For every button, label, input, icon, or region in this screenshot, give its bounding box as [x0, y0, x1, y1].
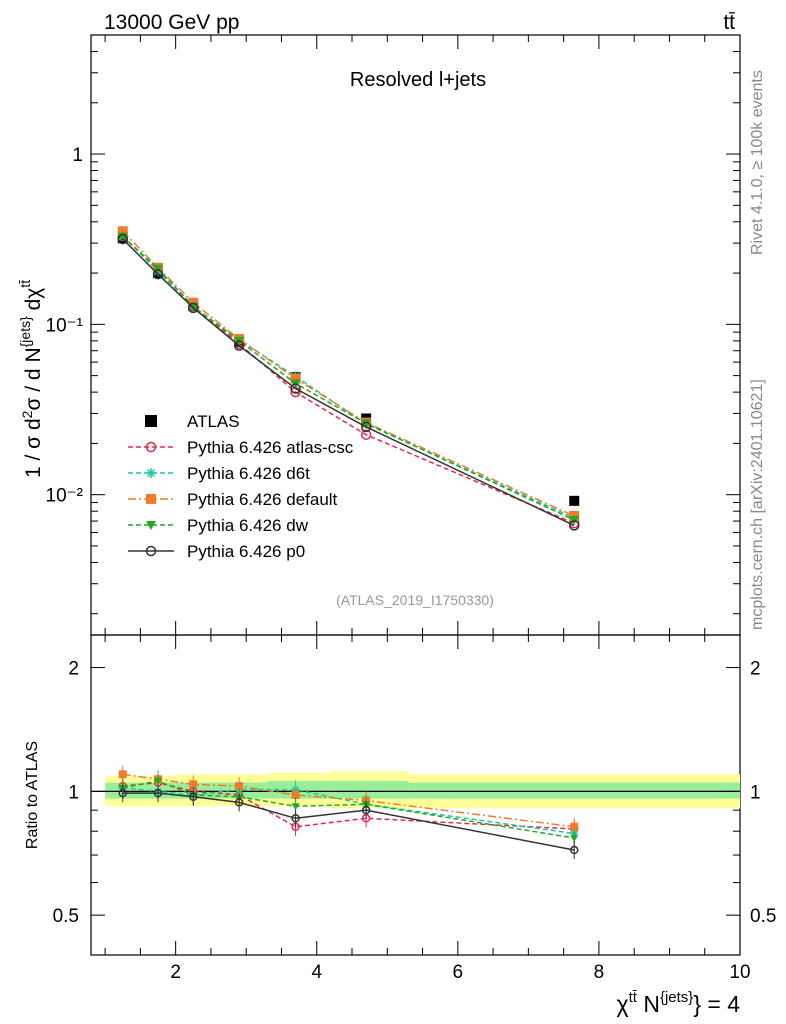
x-tick-label: 2	[170, 962, 181, 983]
rivet-label: Rivet 4.1.0, ≥ 100k events	[749, 70, 766, 255]
analysis-id: (ATLAS_2019_I1750330)	[336, 592, 494, 608]
ratio-y-tick-label-right: 1	[750, 782, 761, 803]
ratio-point-4-2	[189, 792, 198, 802]
main-point-5-5	[360, 421, 372, 433]
y-tick-label: 10⁻¹	[46, 315, 84, 336]
x-tick-label: 10	[729, 962, 750, 983]
ratio-y-tick-label: 1	[68, 782, 79, 803]
main-panel: 10⁻² 10⁻¹ 1	[46, 34, 741, 636]
energy-label: 13000 GeV pp	[104, 11, 239, 34]
ratio-y-tick-label-right: 2	[750, 659, 761, 680]
x-tick-label: 6	[453, 962, 464, 983]
band-green	[408, 782, 740, 799]
ratio-point-4-0	[118, 788, 127, 798]
y-tick-label: 10⁻²	[46, 486, 84, 507]
ratio-ylabel: Ratio to ATLAS	[24, 741, 41, 849]
main-point-1-5	[360, 429, 372, 440]
legend-marker-2	[146, 468, 156, 478]
main-point-5-3	[233, 340, 245, 351]
legend-label-3: Pythia 6.426 default	[187, 490, 338, 509]
ratio-point-4-4	[291, 814, 300, 823]
ratio-y-tick-label: 2	[68, 659, 79, 680]
ratio-point-4-3	[234, 798, 244, 807]
legend-marker-3	[146, 494, 156, 504]
main-point-5-1	[152, 268, 164, 280]
ratio-point-3-4	[291, 803, 300, 811]
ratio-y-tick-label: 0.5	[53, 906, 79, 927]
legend-marker-0	[145, 415, 157, 427]
main-point-5-4	[290, 383, 301, 394]
ratio-panel: 0.5 0.5 1 1 2 2 2 4 6 8 10	[53, 634, 776, 983]
mcplots-label: mcplots.cern.ch [arXiv:2401.10621]	[749, 379, 766, 630]
main-point-0-6	[569, 495, 580, 506]
main-point-3-4	[290, 373, 301, 384]
main-point-5-6	[568, 520, 580, 531]
main-ylabel: 1 / σ d2σ / d N{jets} dχtt̄	[17, 280, 45, 478]
legend-marker-4	[146, 521, 156, 530]
process-label: tt̄	[723, 11, 735, 34]
legend-label-4: Pythia 6.426 dw	[187, 516, 309, 535]
ratio-point-2-6	[570, 822, 579, 831]
legend-label-2: Pythia 6.426 d6t	[187, 464, 310, 483]
ratio-point-2-2	[189, 780, 198, 789]
legend: ATLAS Pythia 6.426 atlas-csc Pythia 6.426 …	[128, 412, 354, 561]
legend-label-5: Pythia 6.426 p0	[187, 542, 305, 561]
legend-label-0: ATLAS	[187, 412, 240, 431]
main-series-line-5	[122, 238, 575, 527]
panel-title: Resolved l+jets	[350, 69, 486, 91]
main-point-5-2	[188, 302, 199, 314]
ratio-point-4-1	[153, 788, 163, 798]
ratio-point-3-6	[570, 835, 579, 843]
ratio-point-2-4	[291, 790, 300, 799]
legend-marker-1	[145, 441, 157, 453]
ratio-point-2-0	[118, 770, 127, 779]
y-tick-label: 1	[72, 145, 83, 166]
x-axis-label: χtt̄ N{jets}} = 4	[617, 989, 741, 1017]
main-point-4-5	[361, 419, 372, 429]
main-point-3-6	[569, 510, 580, 521]
x-tick-label: 8	[594, 962, 605, 983]
main-point-3-0	[117, 226, 128, 237]
x-tick-label: 4	[311, 962, 322, 983]
ratio-point-4-6	[569, 845, 579, 855]
main-point-5-0	[117, 233, 128, 245]
legend-label-1: Pythia 6.426 atlas-csc	[187, 438, 354, 457]
ratio-y-tick-label-right: 0.5	[750, 906, 776, 927]
ratio-point-4-5	[361, 805, 371, 815]
ratio-point-3-1	[154, 777, 163, 785]
band-green	[330, 780, 409, 799]
legend-marker-5	[145, 545, 157, 557]
ratio-point-2-3	[235, 782, 244, 791]
